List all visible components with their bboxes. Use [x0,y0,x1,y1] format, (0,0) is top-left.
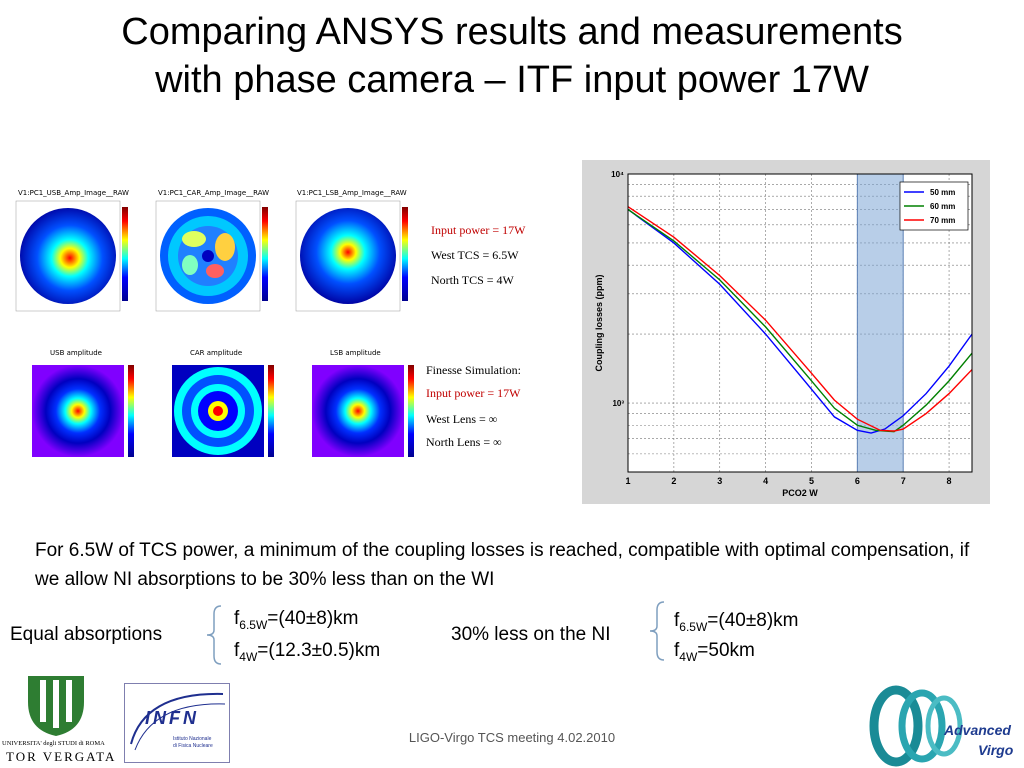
ni-less-label: 30% less on the NI [451,624,611,645]
lsb-sim-label: LSB amplitude [330,349,381,357]
x-tick-label: 4 [763,476,768,486]
usb-raw-label: V1:PC1_USB_Amp_Image__RAW [18,189,129,197]
x-tick-label: 8 [947,476,952,486]
car-sim-label: CAR amplitude [190,349,243,357]
tor-vergata-line1: UNIVERSITA' degli STUDI di ROMA [2,740,105,747]
tor-vergata-logo: UNIVERSITA' degli STUDI di ROMA TOR VERG… [0,672,114,768]
y-tick-label: 10³ [612,399,624,408]
series-line [627,208,973,433]
simulation-note-input-power: Input power = 17W [426,386,521,400]
usb-raw-map [20,208,116,304]
measurement-note-input-power: Input power = 17W [431,223,526,237]
simulation-note-west-lens: West Lens = ∞ [426,412,498,426]
legend-label: 60 mm [930,202,955,211]
title-line-1: Comparing ANSYS results and measurements [121,11,903,53]
footer-text: LIGO-Virgo TCS meeting 4.02.2010 [408,730,616,745]
x-tick-label: 7 [901,476,906,486]
camera-images-top [15,200,408,312]
conclusion-paragraph: For 6.5W of TCS power, a minimum of the … [35,540,970,590]
measurement-note-west-tcs: West TCS = 6.5W [431,248,519,262]
car-raw-label: V1:PC1_CAR_Amp_Image__RAW [158,189,270,197]
chart-xlabel: PCO2 W [782,488,818,498]
lsb-sim-map [312,365,404,457]
infn-text: INFN [145,708,199,728]
x-tick-label: 6 [855,476,860,486]
virgo-advanced-text: Advanced [944,722,1011,738]
advanced-virgo-logo: Advanced Virgo [866,684,1024,768]
virgo-text: Virgo [978,742,1014,758]
x-tick-label: 5 [809,476,814,486]
coupling-losses-chart: 1 2 3 4 5 6 7 8 10³ 10⁴ PCO2 W Coupling losses (… [582,160,990,504]
chart-ylabel: Coupling losses (ppm) [594,274,604,371]
measurement-note-north-tcs: North TCS = 4W [431,273,514,287]
usb-sim-label: USB amplitude [50,349,102,357]
x-tick-label: 3 [717,476,722,486]
infn-sub2: di Fisica Nucleare [173,743,213,749]
slide-title: Comparing ANSYS results and measurements… [0,8,1024,104]
brace-left [206,605,222,665]
lsb-raw-map [300,208,396,304]
equal-f65-value: f6.5W=(40±8)km [234,608,359,632]
camera-measurement-panel: V1:PC1_USB_Amp_Image__RAW V1:PC1_CAR_Amp… [10,185,560,470]
title-line-2: with phase camera – ITF input power 17W [155,59,869,101]
infn-sub1: Istituto Nazionale [173,736,212,742]
ni-f4-value: f4W=50km [674,640,755,664]
brace-right [649,601,665,661]
y-tick-label: 10⁴ [611,170,624,179]
infn-logo: INFN Istituto Nazionale di Fisica Nuclea… [124,683,230,763]
series-line [627,206,973,432]
simulation-note-north-lens: North Lens = ∞ [426,435,502,449]
x-tick-label: 1 [625,476,630,486]
ni-f65-value: f6.5W=(40±8)km [674,610,799,634]
tor-vergata-line2: TOR VERGATA [6,749,117,764]
equal-absorptions-label: Equal absorptions [10,624,163,645]
series-line [627,208,973,434]
usb-sim-map [32,365,124,457]
simulation-images-bottom [32,365,414,457]
equal-f4-value: f4W=(12.3±0.5)km [234,640,381,664]
lsb-raw-label: V1:PC1_LSB_Amp_Image__RAW [297,189,407,197]
x-tick-label: 2 [671,476,676,486]
legend-label: 50 mm [930,188,955,197]
legend-label: 70 mm [930,216,955,225]
chart-legend: 50 mm 60 mm 70 mm [899,181,969,231]
simulation-note-title: Finesse Simulation: [426,363,522,377]
